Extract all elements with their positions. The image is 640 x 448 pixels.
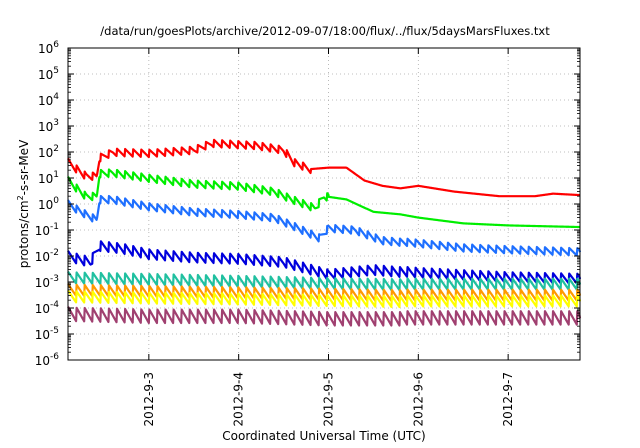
y-axis-ticks: 10610510410310210110010-110-210-310-410-…: [35, 40, 580, 368]
y-tick-label-exp: -2: [50, 248, 59, 258]
y-tick-label: 10-4: [35, 300, 60, 316]
y-tick-label-exp: 2: [53, 144, 59, 154]
y-axis-label-sup: 2: [16, 195, 25, 200]
x-tick-label: 2012-9-6: [411, 372, 425, 426]
series-line-7: [67, 289, 582, 309]
y-tick-label-exp: 6: [53, 40, 59, 50]
series-line-8: [67, 306, 582, 327]
y-tick-label: 10-3: [35, 274, 59, 290]
y-axis-label-base: protons/cm: [17, 200, 31, 268]
y-tick-label: 10-6: [35, 352, 60, 368]
x-tick-label: 2012-9-3: [142, 372, 156, 426]
data-series: [67, 138, 582, 327]
y-tick-label-exp: 4: [53, 92, 59, 102]
chart-title: /data/run/goesPlots/archive/2012-09-07/1…: [100, 24, 550, 38]
y-tick-label-base: 10: [38, 120, 53, 134]
x-axis-label: Coordinated Universal Time (UTC): [222, 429, 425, 443]
y-tick-label-base: 10: [38, 198, 53, 212]
y-tick-label: 104: [38, 92, 59, 108]
y-tick-label-base: 10: [38, 68, 53, 82]
y-tick-label-exp: 5: [53, 66, 59, 76]
y-tick-label-exp: -3: [50, 274, 59, 284]
series-line-1: [67, 138, 581, 198]
y-axis-label: protons/cm2-s-sr-MeV: [16, 139, 31, 268]
y-tick-label: 103: [38, 118, 59, 134]
y-tick-label-exp: -5: [50, 326, 59, 336]
y-tick-label-exp: -6: [50, 352, 59, 362]
y-axis-label-rest: -s-sr-MeV: [17, 139, 31, 195]
x-tick-label: 2012-9-5: [321, 372, 335, 426]
series-line-2: [67, 168, 581, 229]
series-line-6: [67, 283, 582, 303]
y-tick-label-base: 10: [38, 42, 53, 56]
x-tick-label: 2012-9-4: [232, 372, 246, 426]
y-tick-label: 102: [38, 144, 59, 160]
y-tick-label: 10-5: [35, 326, 59, 342]
y-tick-label: 101: [38, 170, 59, 186]
y-tick-label-base: 10: [38, 94, 53, 108]
y-tick-label-exp: 3: [53, 118, 59, 128]
y-tick-label-exp: -1: [50, 222, 59, 232]
series-line-4: [67, 240, 582, 285]
y-tick-label-base: 10: [35, 224, 50, 238]
y-tick-label-base: 10: [35, 328, 50, 342]
y-tick-label-base: 10: [38, 172, 53, 186]
y-tick-label: 105: [38, 66, 59, 82]
y-tick-label-base: 10: [35, 302, 50, 316]
y-tick-label-exp: 1: [53, 170, 59, 180]
y-tick-label-base: 10: [35, 276, 50, 290]
x-axis-ticks: 2012-9-3 2012-9-4 2012-9-5 2012-9-6 2012-9-7: [142, 48, 515, 426]
y-tick-label-base: 10: [35, 354, 50, 368]
grid-lines: [68, 48, 580, 360]
x-tick-label: 2012-9-7: [501, 372, 515, 426]
series-line-5: [67, 270, 582, 292]
y-tick-label: 10-2: [35, 248, 59, 264]
y-tick-label-exp: -4: [50, 300, 59, 310]
y-tick-label-base: 10: [35, 250, 50, 264]
series-line-3: [67, 194, 582, 257]
y-tick-label: 10-1: [35, 222, 59, 238]
y-tick-label-base: 10: [38, 146, 53, 160]
y-tick-label-exp: 0: [53, 196, 59, 206]
y-tick-label: 100: [38, 196, 59, 212]
y-tick-label: 106: [38, 40, 59, 56]
